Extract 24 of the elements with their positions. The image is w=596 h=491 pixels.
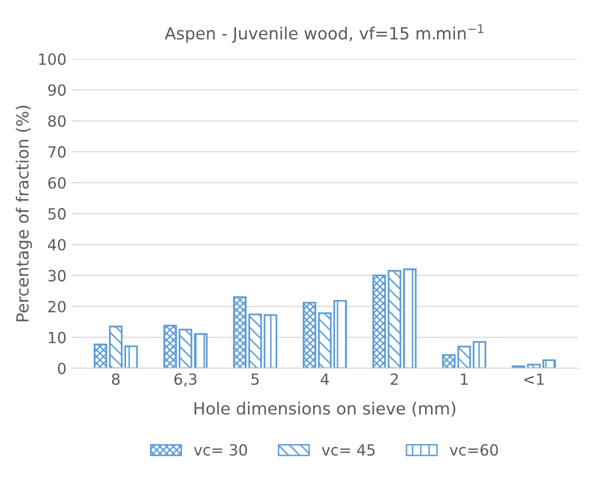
y-tick-label: 0 bbox=[58, 362, 66, 374]
legend-label: vc=60 bbox=[450, 444, 498, 456]
y-tick-label: 60 bbox=[48, 177, 66, 189]
y-tick-label: 20 bbox=[48, 300, 66, 312]
x-tick-label: 1 bbox=[460, 374, 468, 385]
y-axis-title: Percentage of fraction (%) bbox=[16, 106, 32, 322]
x-tick-label: 4 bbox=[320, 374, 329, 385]
x-tick-label: 2 bbox=[390, 373, 398, 385]
x-tick-label: 5 bbox=[251, 374, 259, 385]
y-tick-label: 100 bbox=[39, 53, 66, 65]
x-tick-label: 6,3 bbox=[174, 373, 196, 386]
y-tick-label: 70 bbox=[48, 146, 66, 158]
x-tick-label: <1 bbox=[524, 374, 544, 385]
y-tick-label: 90 bbox=[48, 84, 66, 96]
y-tick-label: 40 bbox=[48, 238, 66, 251]
x-axis-title: Hole dimensions on sieve (mm) bbox=[194, 402, 456, 417]
legend-label: vc= 30 bbox=[194, 444, 248, 456]
y-tick-label: 50 bbox=[48, 208, 66, 220]
y-tick-label: 30 bbox=[48, 270, 66, 282]
y-tick-label: 10 bbox=[48, 332, 66, 344]
legend-label: vc= 45 bbox=[322, 444, 375, 456]
x-tick-label: 8 bbox=[112, 373, 120, 385]
chart-title: Aspen - Juvenile wood, vf=15 m.min$^{−1}$ bbox=[164, 24, 484, 43]
y-tick-label: 80 bbox=[48, 115, 66, 127]
